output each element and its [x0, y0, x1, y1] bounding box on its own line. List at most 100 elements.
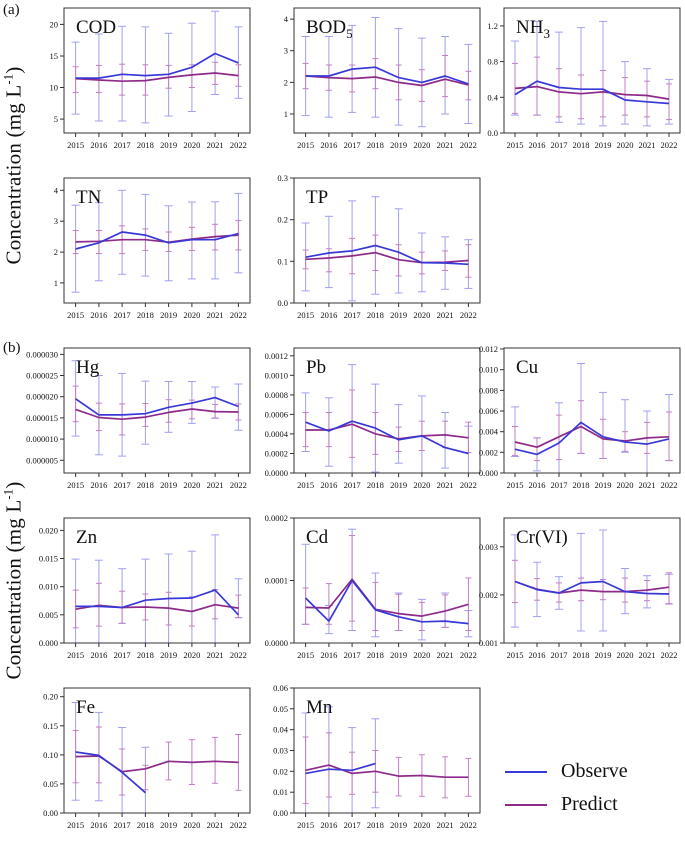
- svg-text:2019: 2019: [160, 820, 177, 830]
- legend: Observe Predict: [505, 760, 680, 826]
- svg-text:2022: 2022: [230, 480, 247, 490]
- svg-text:2021: 2021: [207, 820, 224, 830]
- svg-text:2015: 2015: [297, 820, 314, 830]
- svg-text:2017: 2017: [114, 480, 131, 490]
- svg-text:Pb: Pb: [306, 357, 326, 378]
- svg-text:2021: 2021: [207, 140, 224, 150]
- svg-text:2020: 2020: [617, 480, 634, 490]
- svg-text:2017: 2017: [551, 650, 568, 660]
- svg-text:1: 1: [284, 109, 288, 119]
- svg-text:0.00: 0.00: [273, 808, 288, 818]
- tn-plot-svg: 1 2 3 4 2015 2016 2017 2018 2019 2020 2021 2022 TN: [54, 177, 251, 320]
- svg-text:0.000010: 0.000010: [26, 434, 58, 444]
- svg-text:2016: 2016: [90, 650, 107, 660]
- svg-text:2021: 2021: [639, 480, 656, 490]
- svg-text:4: 4: [54, 185, 59, 195]
- svg-text:0.04: 0.04: [273, 725, 289, 735]
- svg-text:2015: 2015: [297, 140, 314, 150]
- svg-text:0.010: 0.010: [39, 582, 58, 592]
- svg-text:2019: 2019: [160, 480, 177, 490]
- svg-text:2019: 2019: [390, 820, 407, 830]
- svg-text:2022: 2022: [460, 650, 477, 660]
- svg-text:0.0010: 0.0010: [265, 370, 288, 380]
- svg-text:2016: 2016: [320, 480, 337, 490]
- svg-text:0.0000: 0.0000: [265, 468, 288, 478]
- svg-text:2022: 2022: [460, 480, 477, 490]
- fe-plot-svg: 0.00 0.05 0.10 0.15 0.20 2015 2016 2017 2018 2019…: [43, 687, 251, 830]
- svg-text:2020: 2020: [183, 140, 200, 150]
- svg-text:0.3: 0.3: [277, 173, 288, 183]
- chart-zn: 0.000 0.005 0.010 0.015 0.020 2015 2016 2017 201…: [12, 510, 256, 669]
- svg-text:2021: 2021: [207, 310, 224, 320]
- svg-text:2022: 2022: [230, 820, 247, 830]
- svg-text:2020: 2020: [617, 650, 634, 660]
- svg-text:2017: 2017: [344, 140, 361, 150]
- svg-text:0.1: 0.1: [277, 256, 288, 266]
- legend-item-observe: Observe: [505, 760, 680, 783]
- svg-text:0.0004: 0.0004: [265, 429, 289, 439]
- pb-plot-svg: 0.0000 0.0002 0.0004 0.0006 0.0008 0.0010 0.00…: [265, 347, 481, 490]
- svg-text:2017: 2017: [344, 820, 361, 830]
- nh3-plot-svg: 0.0 0.4 0.8 1.2 2015 2016 2017 2018 2019 2020 2021…: [487, 7, 681, 150]
- svg-text:2020: 2020: [413, 480, 430, 490]
- svg-text:2020: 2020: [413, 140, 430, 150]
- svg-text:2016: 2016: [320, 650, 337, 660]
- svg-text:2017: 2017: [344, 650, 361, 660]
- svg-text:2019: 2019: [160, 650, 177, 660]
- svg-text:2022: 2022: [460, 310, 477, 320]
- svg-text:2018: 2018: [137, 310, 154, 320]
- svg-text:2021: 2021: [639, 140, 656, 150]
- svg-text:2016: 2016: [320, 310, 337, 320]
- svg-text:2022: 2022: [460, 820, 477, 830]
- svg-text:TN: TN: [76, 187, 102, 208]
- svg-text:0.004: 0.004: [479, 427, 499, 437]
- svg-text:2021: 2021: [437, 650, 454, 660]
- svg-text:0.0002: 0.0002: [265, 513, 288, 523]
- svg-text:0.003: 0.003: [479, 542, 498, 552]
- svg-text:0.000: 0.000: [479, 468, 498, 478]
- svg-text:15: 15: [50, 51, 59, 61]
- svg-text:2018: 2018: [137, 650, 154, 660]
- svg-text:2019: 2019: [595, 140, 612, 150]
- svg-text:0.000030: 0.000030: [26, 349, 58, 359]
- svg-text:2018: 2018: [573, 140, 590, 150]
- group-b-label: (b): [3, 340, 21, 356]
- chart-cu: 0.000 0.002 0.004 0.006 0.008 0.010 0.012 2015 2…: [452, 340, 685, 499]
- svg-text:0.000020: 0.000020: [26, 392, 58, 402]
- svg-text:0.06: 0.06: [273, 683, 288, 693]
- svg-text:0.8: 0.8: [487, 57, 498, 67]
- svg-text:Fe: Fe: [76, 697, 95, 718]
- svg-text:Cd: Cd: [306, 527, 329, 548]
- svg-text:Zn: Zn: [76, 527, 98, 548]
- svg-text:2020: 2020: [183, 310, 200, 320]
- svg-text:Hg: Hg: [76, 357, 100, 378]
- svg-text:BOD5: BOD5: [306, 17, 353, 41]
- svg-text:0.0012: 0.0012: [265, 351, 288, 361]
- svg-text:0.15: 0.15: [43, 721, 58, 731]
- svg-text:0.05: 0.05: [43, 779, 58, 789]
- svg-text:0.0001: 0.0001: [265, 576, 288, 586]
- cr6-plot-svg: 0.001 0.002 0.003 2015 2016 2017 2018 2019 2020 2…: [479, 517, 681, 660]
- svg-text:0.002: 0.002: [479, 447, 498, 457]
- svg-text:0.002: 0.002: [479, 590, 498, 600]
- mn-plot-svg: 0.00 0.01 0.02 0.03 0.04 0.05 0.06 2015 2016 2017…: [273, 683, 481, 830]
- legend-label-observe: Observe: [561, 760, 628, 782]
- zn-plot-svg: 0.000 0.005 0.010 0.015 0.020 2015 2016 2017 201…: [39, 517, 251, 660]
- svg-text:Cu: Cu: [516, 357, 539, 378]
- svg-text:0.012: 0.012: [479, 344, 498, 354]
- bod5-plot-svg: 1 2 3 4 2015 2016 2017 2018 2019 2020 2021 2022 BOD5: [284, 7, 481, 150]
- cd-plot-svg: 0.0000 0.0001 0.0002 2015 2016 2017 2018 2019 20…: [265, 513, 481, 660]
- svg-text:2020: 2020: [617, 140, 634, 150]
- chart-nh3: 0.0 0.4 0.8 1.2 2015 2016 2017 2018 2019 2020 2021…: [452, 0, 685, 159]
- tp-plot-svg: 0.0 0.1 0.2 0.3 2015 2016 2017 2018 2019 2020 2021…: [277, 173, 481, 320]
- svg-text:2017: 2017: [114, 310, 131, 320]
- svg-text:2020: 2020: [413, 820, 430, 830]
- svg-text:2018: 2018: [573, 480, 590, 490]
- predict-line-swatch: [505, 803, 547, 806]
- svg-text:2021: 2021: [207, 480, 224, 490]
- svg-text:0.2: 0.2: [277, 215, 288, 225]
- svg-text:2021: 2021: [437, 480, 454, 490]
- chart-mn: 0.00 0.01 0.02 0.03 0.04 0.05 0.06 2015 2016 2017…: [242, 680, 486, 839]
- svg-text:2016: 2016: [529, 650, 546, 660]
- chart-pb: 0.0000 0.0002 0.0004 0.0006 0.0008 0.0010 0.00…: [242, 340, 486, 499]
